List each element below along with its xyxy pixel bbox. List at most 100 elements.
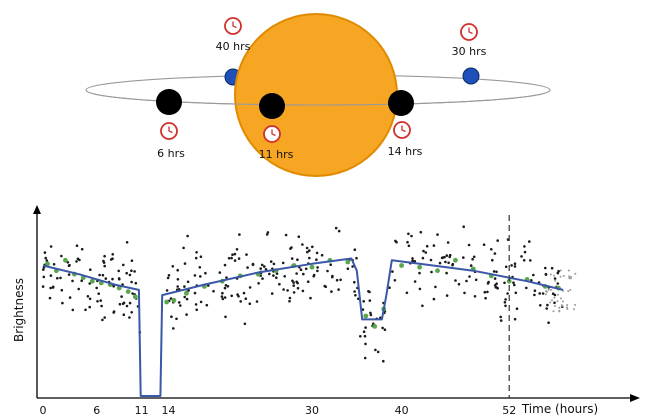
clock-icon: [263, 125, 281, 143]
raw-point: [532, 273, 535, 277]
raw-point: [235, 248, 239, 251]
raw-point-faint: [559, 275, 562, 278]
raw-point: [230, 256, 233, 260]
raw-point: [223, 263, 227, 267]
raw-point: [176, 268, 179, 272]
raw-data-points: [41, 225, 577, 363]
raw-point: [520, 255, 523, 258]
raw-point: [434, 285, 437, 289]
raw-point: [363, 334, 367, 338]
raw-point: [513, 265, 517, 268]
raw-point: [226, 285, 230, 288]
raw-point: [474, 278, 478, 282]
raw-point: [361, 308, 365, 311]
raw-point-faint: [560, 304, 563, 307]
planet-dark-left: [156, 89, 182, 115]
raw-point: [482, 243, 486, 246]
raw-point: [60, 254, 63, 258]
raw-point: [292, 281, 295, 284]
raw-point: [133, 270, 136, 273]
raw-point: [186, 234, 189, 238]
raw-point: [445, 254, 449, 257]
raw-point: [496, 287, 500, 290]
raw-point: [71, 279, 74, 283]
raw-point: [237, 295, 240, 298]
raw-point: [183, 262, 187, 265]
raw-point: [281, 261, 285, 265]
raw-point: [491, 258, 494, 262]
raw-point: [175, 317, 178, 321]
raw-point: [304, 267, 308, 271]
raw-point: [421, 256, 425, 260]
raw-point: [495, 270, 498, 274]
raw-point: [326, 269, 329, 273]
raw-point: [120, 295, 123, 298]
raw-point: [413, 280, 417, 283]
raw-point: [382, 359, 385, 363]
raw-point: [493, 277, 497, 280]
raw-point: [451, 262, 455, 266]
raw-point: [231, 253, 234, 256]
raw-point: [430, 270, 433, 274]
y-axis-label: Brightness: [12, 278, 26, 342]
raw-point: [545, 307, 548, 310]
model-fit-line: [42, 257, 564, 397]
raw-point: [523, 250, 527, 254]
raw-point: [128, 273, 132, 277]
raw-point: [242, 291, 246, 295]
raw-point: [45, 259, 49, 262]
raw-point: [441, 256, 445, 259]
raw-point: [533, 289, 537, 293]
planet-blue-right: [462, 67, 480, 85]
raw-point: [103, 254, 106, 258]
raw-point: [177, 301, 181, 304]
raw-point: [122, 263, 125, 267]
raw-point: [212, 289, 215, 293]
raw-point: [454, 279, 457, 282]
orbit-front: [85, 89, 551, 106]
raw-point: [316, 269, 319, 273]
raw-point: [220, 295, 224, 298]
raw-point-faint: [568, 277, 571, 280]
raw-point: [204, 271, 207, 275]
raw-point: [556, 282, 560, 285]
raw-point-faint: [554, 279, 557, 282]
raw-point: [130, 269, 133, 273]
raw-point: [506, 292, 509, 295]
raw-point: [533, 293, 536, 297]
raw-point: [538, 292, 541, 295]
raw-point: [539, 304, 542, 307]
raw-point: [483, 290, 487, 294]
raw-point: [71, 308, 75, 312]
raw-point: [515, 307, 519, 311]
raw-point: [44, 256, 47, 260]
raw-point: [432, 297, 436, 301]
raw-point: [422, 249, 425, 253]
raw-point: [354, 294, 357, 297]
raw-point: [237, 257, 241, 260]
raw-point: [381, 326, 384, 330]
raw-point: [75, 244, 79, 247]
raw-point: [363, 356, 367, 360]
raw-point: [353, 248, 357, 251]
raw-point: [109, 258, 113, 261]
raw-point: [467, 243, 471, 247]
raw-point: [56, 276, 59, 280]
time-label-30: 30 hrs: [452, 45, 487, 58]
planet-dark-center: [259, 93, 285, 119]
raw-point-faint: [549, 273, 552, 276]
raw-point: [529, 259, 532, 262]
clock-icon: [160, 122, 178, 140]
raw-point: [130, 280, 133, 284]
raw-point: [170, 315, 173, 319]
raw-point: [199, 275, 202, 278]
raw-point: [118, 302, 122, 306]
binned-point: [63, 257, 68, 263]
raw-point: [172, 327, 175, 330]
raw-point: [195, 308, 198, 312]
raw-point: [487, 280, 490, 284]
raw-point: [513, 262, 517, 266]
raw-point: [359, 335, 362, 338]
raw-point: [165, 289, 169, 292]
raw-point: [42, 275, 46, 279]
